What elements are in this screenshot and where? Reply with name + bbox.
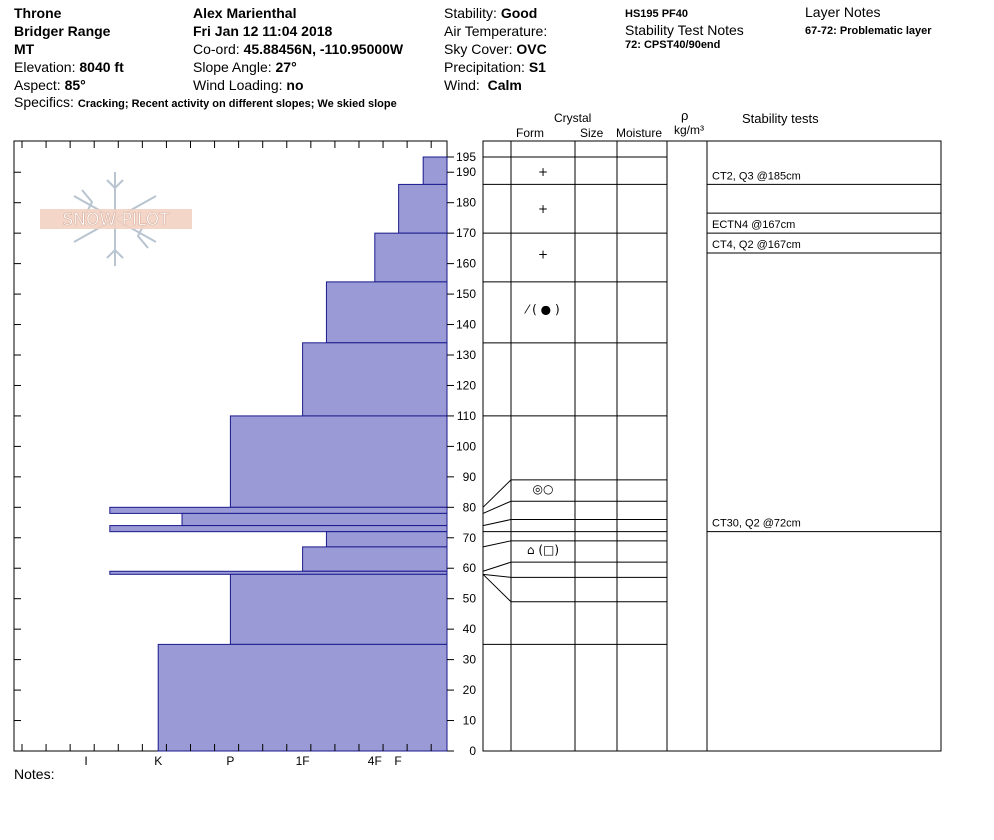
depth-tick-label: 50 — [463, 592, 477, 606]
hardness-tick-label: 1F — [296, 754, 310, 768]
depth-connector-line — [482, 573, 512, 578]
form-header: Form — [516, 126, 544, 140]
depth-tick-label: 140 — [456, 318, 476, 332]
sky-cover: Sky Cover: OVC — [444, 41, 547, 57]
depth-tick-label: 110 — [457, 409, 476, 423]
wind: Wind: Calm — [444, 77, 522, 93]
depth-tick-label: 160 — [456, 257, 476, 271]
depth-tick-label: 100 — [456, 439, 476, 453]
hardness-tick-label: I — [84, 754, 87, 768]
hardness-bar — [325, 531, 448, 548]
stability-test-label: CT30, Q2 @72cm — [712, 518, 801, 530]
hardness-bar — [325, 281, 448, 344]
precipitation: Precipitation: S1 — [444, 59, 546, 75]
depth-tick-label: 130 — [456, 348, 476, 362]
crystal-form-symbol: ⁄ ( ● ) — [523, 302, 559, 316]
hardness-bar — [157, 643, 448, 752]
state-name: MT — [14, 41, 35, 57]
location-name: Throne — [14, 5, 62, 21]
snowpilot-logo: SNOW PILOT — [40, 172, 192, 266]
stability-test-label: CT4, Q2 @167cm — [712, 239, 801, 251]
layer-notes-title: Layer Notes — [805, 4, 881, 20]
depth-tick-label: 10 — [463, 714, 477, 728]
hardness-bar — [302, 342, 448, 417]
depth-connector-line — [482, 540, 512, 548]
rho-header: ρ — [681, 108, 689, 123]
stability-tests-header: Stability tests — [742, 111, 819, 126]
elevation: Elevation: 8040 ft — [14, 59, 124, 75]
hardness-bar — [374, 232, 448, 283]
density-unit: kg/m³ — [674, 123, 704, 137]
depth-tick-label: 40 — [463, 622, 477, 636]
hardness-tick-label: F — [394, 754, 401, 768]
depth-tick-label: 20 — [463, 683, 477, 697]
crystal-form-symbol: + — [538, 165, 548, 179]
crystal-table-frame — [482, 140, 942, 752]
layer-notes-line: 67-72: Problematic layer — [805, 25, 932, 37]
hardness-tick-label: K — [154, 754, 162, 768]
stability: Stability: Good — [444, 5, 538, 21]
depth-tick-label: 90 — [463, 470, 477, 484]
aspect: Aspect: 85° — [14, 77, 86, 93]
depth-tick-label: 150 — [456, 287, 476, 301]
depth-tick-label: 60 — [463, 561, 477, 575]
depth-tick-label: 120 — [456, 378, 476, 392]
crystal-header: Crystal — [554, 111, 592, 125]
datetime: Fri Jan 12 11:04 2018 — [193, 23, 333, 39]
depth-tick-label: 190 — [456, 165, 476, 179]
range-name: Bridger Range — [14, 23, 111, 39]
depth-tick-label: 180 — [456, 196, 476, 210]
crystal-form-symbol: + — [538, 247, 548, 261]
coordinates: Co-ord: 45.88456N, -110.95000W — [193, 41, 404, 57]
hardness-tick-label: 4F — [368, 754, 382, 768]
stability-notes-title: Stability Test Notes — [625, 22, 744, 38]
crystal-form-symbol: ⌂ (□) — [527, 543, 559, 557]
depth-tick-label: 0 — [469, 744, 476, 758]
crystal-form-symbol: + — [538, 202, 548, 216]
depth-connector-line — [482, 519, 512, 527]
notes-label: Notes: — [14, 766, 55, 782]
depth-tick-label: 30 — [463, 653, 477, 667]
stability-test-label: ECTN4 @167cm — [712, 219, 795, 231]
depth-tick-label: 195 — [456, 150, 476, 164]
depth-tick-label: 80 — [463, 500, 477, 514]
hardness-bar — [109, 506, 448, 514]
hardness-bar — [109, 525, 448, 533]
hardness-bar — [302, 546, 448, 572]
depth-tick-label: 170 — [456, 226, 476, 240]
hardness-bar — [398, 183, 448, 234]
observer: Alex Marienthal — [193, 5, 297, 21]
stability-test-label: CT2, Q3 @185cm — [712, 170, 801, 182]
wind-loading: Wind Loading: no — [193, 77, 304, 93]
stability-notes-line: 72: CPST40/90end — [625, 39, 721, 51]
hardness-bar — [229, 573, 448, 645]
depth-tick-label: 70 — [463, 531, 477, 545]
moisture-header: Moisture — [616, 126, 663, 140]
depth-connector-line — [482, 573, 512, 603]
hardness-bar — [181, 512, 448, 527]
size-header: Size — [580, 126, 604, 140]
hardness-bar — [229, 415, 448, 508]
depth-connector-line — [482, 561, 512, 572]
depth-connector-line — [482, 479, 512, 508]
hs-pf: HS195 PF40 — [625, 8, 688, 20]
depth-connector-line — [482, 500, 512, 514]
specifics: Specifics: Cracking; Recent activity on … — [14, 94, 397, 110]
hardness-bar — [422, 156, 448, 185]
slope-angle: Slope Angle: 27° — [193, 59, 297, 75]
crystal-form-symbol: ◎○ — [533, 482, 554, 496]
air-temperature: Air Temperature: — [444, 23, 548, 39]
svg-text:SNOW PILOT: SNOW PILOT — [63, 210, 171, 230]
hardness-tick-label: P — [226, 754, 234, 768]
